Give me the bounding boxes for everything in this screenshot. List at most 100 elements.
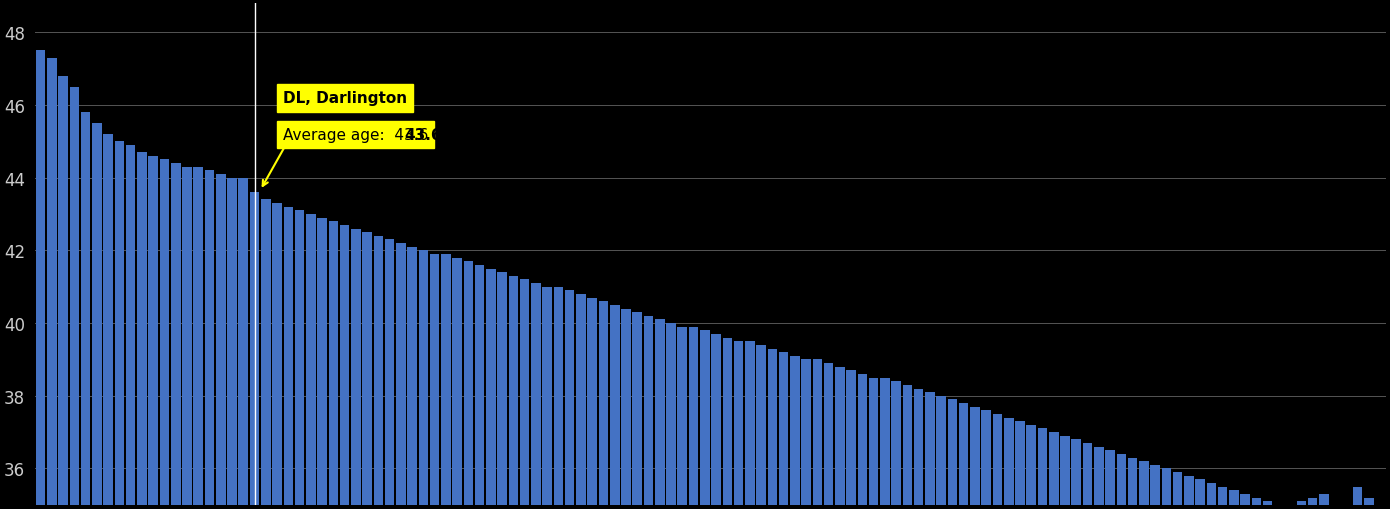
Bar <box>1229 490 1238 509</box>
Bar <box>790 356 799 509</box>
Bar <box>441 254 450 509</box>
Bar <box>475 265 485 509</box>
Bar <box>577 294 585 509</box>
Bar <box>149 157 158 509</box>
Bar <box>227 178 236 509</box>
Text: Average age:  43.6: Average age: 43.6 <box>282 128 428 143</box>
Bar <box>610 305 620 509</box>
Bar <box>644 316 653 509</box>
Bar <box>992 414 1002 509</box>
Bar <box>317 218 327 509</box>
Bar <box>531 284 541 509</box>
Bar <box>712 334 721 509</box>
Bar <box>70 88 79 509</box>
Bar <box>1195 479 1205 509</box>
Bar <box>632 313 642 509</box>
Bar <box>1116 454 1126 509</box>
Bar <box>1026 425 1036 509</box>
Bar <box>1162 469 1172 509</box>
Bar <box>215 175 225 509</box>
Bar <box>621 309 631 509</box>
Bar <box>701 331 709 509</box>
Bar <box>1105 450 1115 509</box>
Bar <box>926 392 934 509</box>
Bar <box>1207 483 1216 509</box>
Bar <box>677 327 687 509</box>
Bar <box>902 385 912 509</box>
Bar <box>767 349 777 509</box>
Bar <box>182 167 192 509</box>
Bar <box>339 225 349 509</box>
Bar <box>1218 487 1227 509</box>
Bar <box>824 363 834 509</box>
Bar <box>250 193 260 509</box>
Bar <box>847 371 856 509</box>
Bar <box>520 280 530 509</box>
Bar <box>1297 501 1307 509</box>
Bar <box>801 360 810 509</box>
Bar <box>1286 505 1295 509</box>
Bar <box>1264 501 1272 509</box>
Bar <box>1049 432 1059 509</box>
Bar <box>407 247 417 509</box>
Bar <box>126 146 135 509</box>
Bar <box>1330 505 1340 509</box>
Bar <box>1364 498 1373 509</box>
Bar <box>1319 494 1329 509</box>
Bar <box>114 142 124 509</box>
Bar <box>193 167 203 509</box>
Bar <box>295 211 304 509</box>
Bar <box>352 229 360 509</box>
Bar <box>913 389 923 509</box>
Bar <box>1275 505 1284 509</box>
Bar <box>363 233 373 509</box>
Bar <box>1127 458 1137 509</box>
Bar <box>778 352 788 509</box>
Bar <box>284 207 293 509</box>
Bar <box>1173 472 1183 509</box>
Bar <box>1138 461 1148 509</box>
Bar <box>1251 498 1261 509</box>
Bar <box>486 269 496 509</box>
Bar <box>1072 440 1081 509</box>
Bar <box>328 222 338 509</box>
Bar <box>47 59 57 509</box>
Bar <box>948 400 958 509</box>
Bar <box>756 345 766 509</box>
Bar <box>1240 494 1250 509</box>
Bar <box>734 342 744 509</box>
Bar <box>396 244 406 509</box>
Bar <box>553 287 563 509</box>
Bar <box>937 396 947 509</box>
Text: 43.6: 43.6 <box>404 128 442 143</box>
Bar <box>564 291 574 509</box>
Bar <box>1308 498 1318 509</box>
Bar <box>813 360 821 509</box>
Bar <box>204 171 214 509</box>
Bar <box>306 215 316 509</box>
Bar <box>745 342 755 509</box>
Bar <box>588 298 598 509</box>
Bar <box>1094 447 1104 509</box>
Bar <box>970 407 980 509</box>
Bar <box>959 403 969 509</box>
Bar <box>1352 487 1362 509</box>
Bar <box>981 411 991 509</box>
Bar <box>509 276 518 509</box>
Bar <box>272 204 282 509</box>
Bar <box>858 374 867 509</box>
Bar <box>1004 418 1013 509</box>
Bar <box>891 381 901 509</box>
Bar <box>723 338 733 509</box>
Bar <box>1151 465 1159 509</box>
Bar <box>835 367 845 509</box>
Bar <box>666 323 676 509</box>
Bar <box>103 135 113 509</box>
Bar <box>261 200 271 509</box>
Bar <box>1038 429 1047 509</box>
Bar <box>171 164 181 509</box>
Bar <box>599 302 609 509</box>
Bar <box>655 320 664 509</box>
Bar <box>689 327 698 509</box>
Bar <box>58 77 68 509</box>
